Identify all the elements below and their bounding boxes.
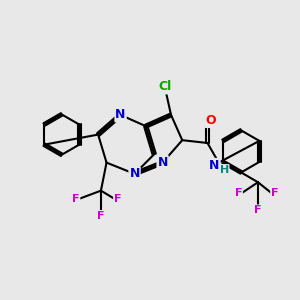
Text: N: N xyxy=(116,108,126,122)
Text: F: F xyxy=(235,188,242,199)
Text: H: H xyxy=(220,165,229,175)
Text: N: N xyxy=(129,167,140,180)
Text: N: N xyxy=(209,159,220,172)
Text: F: F xyxy=(254,205,262,215)
Text: F: F xyxy=(72,194,80,204)
Text: F: F xyxy=(114,194,122,204)
Text: Cl: Cl xyxy=(159,80,172,93)
Text: F: F xyxy=(97,211,105,221)
Text: N: N xyxy=(158,156,168,169)
Text: O: O xyxy=(205,114,216,127)
Text: F: F xyxy=(271,188,278,199)
